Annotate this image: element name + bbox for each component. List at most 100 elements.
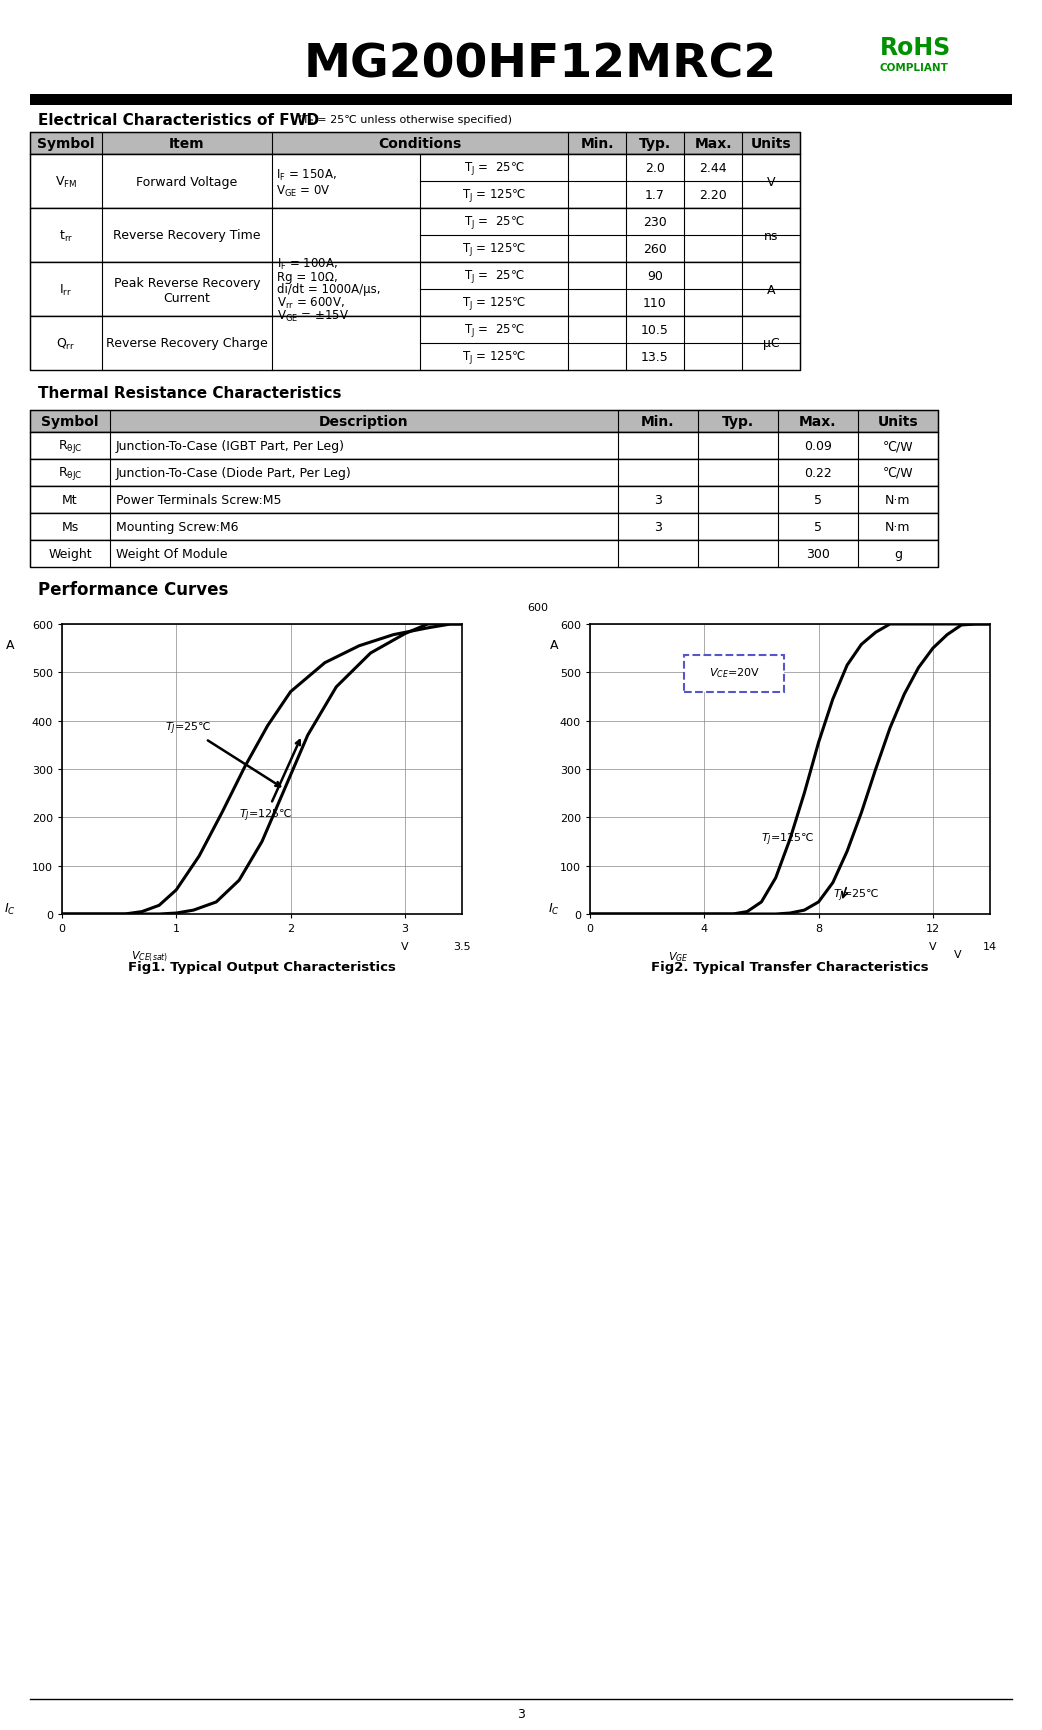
Text: Forward Voltage: Forward Voltage [137, 175, 238, 189]
Text: $\mathregular{Q_{rr}}$: $\mathregular{Q_{rr}}$ [56, 336, 76, 351]
Text: 2.0: 2.0 [645, 163, 665, 175]
Text: $\mathregular{I_F}$ = 100A,: $\mathregular{I_F}$ = 100A, [277, 256, 338, 272]
Text: $T_J$=125℃: $T_J$=125℃ [762, 832, 815, 848]
Text: Current: Current [164, 292, 210, 304]
Text: Rg = 10Ω,: Rg = 10Ω, [277, 270, 338, 284]
Text: Ms: Ms [61, 521, 78, 533]
Text: V: V [767, 175, 775, 189]
Text: Performance Curves: Performance Curves [38, 581, 228, 599]
Text: $\mathregular{t_{rr}}$: $\mathregular{t_{rr}}$ [59, 228, 73, 244]
Text: Reverse Recovery Time: Reverse Recovery Time [114, 230, 260, 242]
Text: $\mathregular{V_{rr}}$ = 600V,: $\mathregular{V_{rr}}$ = 600V, [277, 296, 345, 310]
Text: Fig2. Typical Transfer Characteristics: Fig2. Typical Transfer Characteristics [651, 960, 928, 974]
Bar [30, 460, 938, 486]
Text: Electrical Characteristics of FWD: Electrical Characteristics of FWD [38, 112, 319, 128]
Text: N·m: N·m [886, 493, 911, 507]
Bar [30, 410, 938, 432]
Text: $\mathregular{T_J}$ =  25℃: $\mathregular{T_J}$ = 25℃ [464, 268, 524, 285]
Text: $V_{CE(sat)}$: $V_{CE(sat)}$ [131, 950, 169, 964]
Text: V: V [929, 941, 937, 952]
Text: $\mathregular{T_J}$ =  25℃: $\mathregular{T_J}$ = 25℃ [464, 215, 524, 230]
Text: Junction-To-Case (IGBT Part, Per Leg): Junction-To-Case (IGBT Part, Per Leg) [116, 439, 345, 453]
Bar [30, 317, 800, 370]
Text: Max.: Max. [694, 137, 731, 151]
Text: $I_C$: $I_C$ [4, 901, 16, 917]
Text: Weight Of Module: Weight Of Module [116, 548, 227, 561]
Text: 5: 5 [814, 493, 822, 507]
Text: 10.5: 10.5 [641, 324, 669, 337]
Text: Peak Reverse Recovery: Peak Reverse Recovery [114, 277, 260, 289]
Text: 3.5: 3.5 [453, 941, 471, 952]
Text: Item: Item [169, 137, 205, 151]
Text: A: A [6, 638, 15, 652]
Text: Symbol: Symbol [42, 415, 99, 429]
Text: Power Terminals Screw:M5: Power Terminals Screw:M5 [116, 493, 281, 507]
Text: $\mathregular{T_J}$ = 125℃: $\mathregular{T_J}$ = 125℃ [462, 187, 526, 204]
Text: Mounting Screw:M6: Mounting Screw:M6 [116, 521, 239, 533]
Text: 300: 300 [807, 548, 829, 561]
Text: Description: Description [319, 415, 408, 429]
Text: Junction-To-Case (Diode Part, Per Leg): Junction-To-Case (Diode Part, Per Leg) [116, 467, 352, 479]
Text: $\mathregular{T_J}$ = 125℃: $\mathregular{T_J}$ = 125℃ [462, 294, 526, 311]
Bar [30, 156, 800, 209]
Text: 230: 230 [643, 216, 667, 228]
Text: μC: μC [763, 337, 779, 349]
Text: Typ.: Typ. [722, 415, 754, 429]
Text: $\mathregular{I_{rr}}$: $\mathregular{I_{rr}}$ [59, 282, 73, 298]
Text: A: A [550, 638, 559, 652]
Text: $V_{CE}$=20V: $V_{CE}$=20V [709, 666, 760, 680]
Text: $\mathregular{T_J}$ = 125℃: $\mathregular{T_J}$ = 125℃ [462, 349, 526, 365]
Text: 1.7: 1.7 [645, 189, 665, 202]
Text: $\mathregular{T_J}$ = 125℃: $\mathregular{T_J}$ = 125℃ [462, 240, 526, 258]
Text: 3: 3 [517, 1708, 525, 1721]
Text: Weight: Weight [48, 548, 92, 561]
Text: $T_J$=25℃: $T_J$=25℃ [833, 887, 879, 903]
Text: 260: 260 [643, 242, 667, 256]
Text: $\mathregular{T_J}$ =  25℃: $\mathregular{T_J}$ = 25℃ [464, 159, 524, 176]
Text: $\mathregular{V_{GE}}$ = 0V: $\mathregular{V_{GE}}$ = 0V [276, 183, 330, 199]
Text: 13.5: 13.5 [641, 351, 669, 363]
Text: (Tₑ = 25℃ unless otherwise specified): (Tₑ = 25℃ unless otherwise specified) [298, 114, 512, 125]
Text: Min.: Min. [580, 137, 614, 151]
Text: 2.44: 2.44 [699, 163, 727, 175]
Bar [30, 541, 938, 567]
Text: $\mathregular{V_{GE}}$ = ±15V: $\mathregular{V_{GE}}$ = ±15V [277, 308, 349, 324]
Text: Min.: Min. [641, 415, 675, 429]
Text: 3: 3 [654, 493, 662, 507]
Text: 2.20: 2.20 [699, 189, 727, 202]
Text: Max.: Max. [799, 415, 837, 429]
Text: $I_C$: $I_C$ [548, 901, 560, 917]
Bar [30, 432, 938, 460]
Text: di/dt = 1000A/μs,: di/dt = 1000A/μs, [277, 284, 380, 296]
Bar [30, 263, 800, 317]
Bar [30, 514, 938, 541]
Text: ns: ns [764, 230, 778, 242]
Text: V: V [954, 950, 962, 958]
Text: 0.22: 0.22 [804, 467, 832, 479]
Text: 5: 5 [814, 521, 822, 533]
Text: $\mathregular{R_{\theta JC}}$: $\mathregular{R_{\theta JC}}$ [57, 465, 82, 481]
Text: RoHS: RoHS [880, 36, 951, 61]
Text: $T_J$=25℃: $T_J$=25℃ [165, 720, 280, 787]
Text: V: V [401, 941, 408, 952]
Text: Fig1. Typical Output Characteristics: Fig1. Typical Output Characteristics [128, 960, 396, 974]
Text: Mt: Mt [63, 493, 78, 507]
Text: COMPLIANT: COMPLIANT [880, 62, 949, 73]
Text: $\mathregular{I_F}$ = 150A,: $\mathregular{I_F}$ = 150A, [276, 168, 337, 182]
Text: Reverse Recovery Charge: Reverse Recovery Charge [106, 337, 268, 349]
Text: A: A [767, 284, 775, 296]
Text: 14: 14 [983, 941, 997, 952]
Text: $\mathregular{R_{\theta JC}}$: $\mathregular{R_{\theta JC}}$ [57, 438, 82, 455]
Text: ℃/W: ℃/W [883, 467, 913, 479]
Text: $V_{GE}$: $V_{GE}$ [668, 950, 689, 964]
Text: N·m: N·m [886, 521, 911, 533]
Text: $T_J$=125℃: $T_J$=125℃ [240, 740, 300, 823]
Text: Symbol: Symbol [38, 137, 95, 151]
Text: 3: 3 [654, 521, 662, 533]
Bar [30, 486, 938, 514]
Text: Units: Units [750, 137, 791, 151]
Bar [685, 656, 785, 692]
Text: Thermal Resistance Characteristics: Thermal Resistance Characteristics [38, 386, 342, 400]
Text: $\mathregular{V_{FM}}$: $\mathregular{V_{FM}}$ [55, 175, 77, 190]
Text: ℃/W: ℃/W [883, 439, 913, 453]
